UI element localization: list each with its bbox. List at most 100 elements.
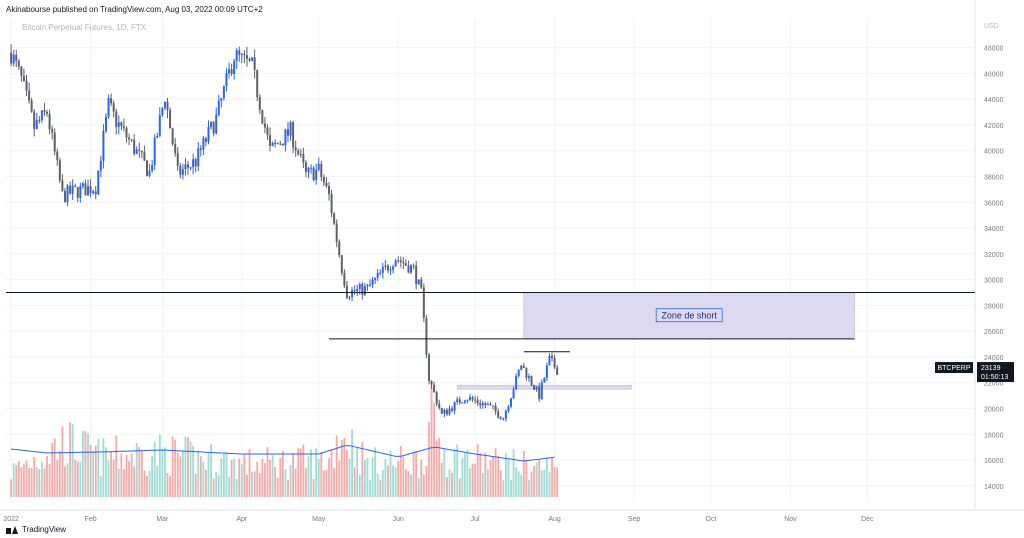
volume-bar bbox=[553, 466, 556, 497]
candle-body bbox=[66, 185, 69, 202]
candle-body bbox=[110, 98, 113, 104]
price-tick-label: 18000 bbox=[984, 432, 1004, 439]
volume-bar bbox=[320, 451, 323, 497]
volume-bar bbox=[266, 447, 269, 497]
price-tick-label: 28000 bbox=[984, 303, 1004, 310]
volume-bar bbox=[361, 441, 364, 497]
candle-body bbox=[312, 167, 315, 181]
candle-body bbox=[258, 96, 261, 110]
price-tick-label: 30000 bbox=[984, 278, 1004, 285]
volume-bar bbox=[10, 479, 13, 497]
time-tick-label: Jul bbox=[471, 516, 480, 523]
volume-bar bbox=[499, 470, 502, 497]
candle-body bbox=[128, 137, 131, 140]
volume-bar bbox=[530, 471, 533, 497]
volume-bar bbox=[74, 459, 77, 497]
volume-bar bbox=[305, 468, 307, 497]
candle-body bbox=[404, 263, 407, 266]
volume-bar bbox=[410, 474, 412, 497]
volume-bar bbox=[497, 455, 500, 497]
volume-bar bbox=[97, 438, 100, 497]
candle-body bbox=[471, 397, 474, 400]
volume-bar bbox=[17, 461, 20, 497]
volume-bar bbox=[138, 446, 141, 497]
drawings[interactable]: Zone de short bbox=[456, 292, 855, 390]
candle-body bbox=[269, 135, 272, 146]
candle-body bbox=[299, 154, 302, 156]
time-tick-label: Sep bbox=[628, 516, 641, 523]
candle-body bbox=[28, 90, 31, 101]
candle-body bbox=[481, 403, 484, 406]
volume-bar bbox=[123, 469, 125, 497]
candle-body bbox=[212, 122, 215, 134]
candle-body bbox=[122, 126, 125, 128]
volume-bar bbox=[169, 476, 171, 497]
volume-bar bbox=[146, 476, 148, 497]
candle-body bbox=[284, 129, 287, 146]
time-tick-label: Oct bbox=[706, 516, 717, 523]
volume-bar bbox=[174, 439, 177, 497]
time-tick-label: May bbox=[312, 516, 326, 523]
volume-bar bbox=[333, 468, 336, 497]
volume-bar bbox=[79, 461, 82, 497]
volume-bar bbox=[494, 447, 497, 497]
candle-body bbox=[522, 365, 525, 368]
volume-bar bbox=[51, 442, 54, 497]
candle-body bbox=[504, 410, 507, 419]
candle-body bbox=[204, 138, 207, 142]
candle-body bbox=[235, 50, 238, 61]
volume-bar bbox=[366, 458, 369, 497]
candle-body bbox=[458, 399, 461, 403]
candle-body bbox=[30, 100, 33, 112]
candle-body bbox=[171, 128, 174, 145]
candle-body bbox=[138, 149, 141, 151]
volume-bar bbox=[481, 472, 484, 497]
candle-body bbox=[348, 296, 351, 298]
price-axis[interactable]: USD 14000 16000 18000 20000 22000 24000 26000 28… bbox=[984, 23, 1004, 491]
volume-bar bbox=[69, 421, 71, 497]
volume-bar bbox=[240, 464, 243, 497]
candle-body bbox=[76, 187, 79, 198]
volume-bar bbox=[515, 467, 518, 497]
candle-body bbox=[343, 272, 346, 286]
candle-body bbox=[420, 279, 423, 288]
candle-body bbox=[453, 401, 456, 411]
volume-bar bbox=[23, 464, 25, 497]
candle-body bbox=[238, 50, 241, 55]
candle-body bbox=[410, 265, 413, 273]
candle-body bbox=[10, 52, 13, 64]
volume-bar bbox=[353, 467, 356, 497]
candle-body bbox=[271, 142, 274, 146]
volume-bar bbox=[135, 443, 138, 497]
volume-bar bbox=[522, 450, 525, 497]
candle-body bbox=[345, 285, 348, 298]
candle-body bbox=[425, 318, 428, 355]
volume-bar bbox=[456, 444, 459, 497]
volume-bar bbox=[458, 478, 461, 497]
candle-body bbox=[163, 101, 166, 109]
volume-bar bbox=[251, 472, 253, 497]
candle-body bbox=[448, 408, 451, 415]
candle-body bbox=[17, 60, 20, 67]
volume-bar bbox=[158, 434, 161, 497]
time-tick-label: Apr bbox=[236, 516, 248, 523]
volume-bar bbox=[440, 462, 443, 497]
candle-body bbox=[540, 382, 543, 400]
candle-body bbox=[412, 265, 415, 267]
time-tick-label: Jun bbox=[393, 516, 404, 523]
volume-bar bbox=[89, 444, 92, 497]
time-axis[interactable]: 2022 Feb Mar Apr May Jun Jul Aug Sep Oct Nov Dec bbox=[3, 516, 874, 523]
volume-bar bbox=[212, 478, 215, 497]
tradingview-logo-icon bbox=[6, 525, 18, 534]
volume-bar bbox=[56, 459, 59, 497]
volume-bar bbox=[484, 452, 487, 497]
volume-bar bbox=[269, 459, 271, 497]
volume-bar bbox=[317, 458, 320, 497]
volume-bar bbox=[556, 467, 559, 497]
horizontal-lines[interactable] bbox=[6, 292, 975, 353]
candle-body bbox=[215, 114, 218, 134]
candle-body bbox=[248, 58, 251, 61]
candle-body bbox=[507, 406, 510, 411]
candle-body bbox=[302, 154, 305, 163]
